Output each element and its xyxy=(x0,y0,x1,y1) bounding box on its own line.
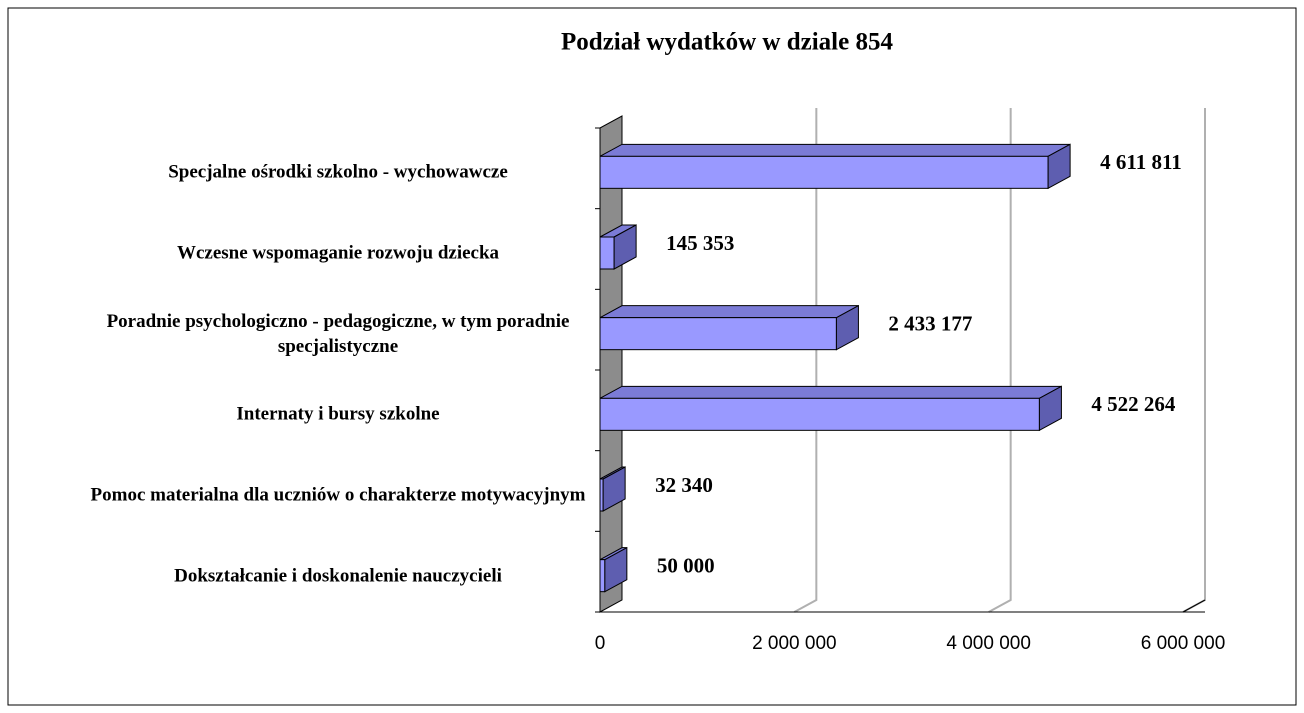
category-label: Internaty i bursy szkolne xyxy=(236,403,440,425)
value-label: 4 522 264 xyxy=(1091,392,1176,416)
side-wall xyxy=(599,115,623,613)
x-tick-label: 6 000 000 xyxy=(1141,633,1226,654)
grid-line xyxy=(793,108,818,613)
value-label: 2 433 177 xyxy=(888,311,972,335)
category-label: Wczesne wspomaganie rozwoju dziecka xyxy=(176,242,500,264)
bar-front xyxy=(599,236,615,270)
bar-top xyxy=(599,305,859,319)
x-tick-label: 4 000 000 xyxy=(946,633,1031,654)
bar-side xyxy=(602,466,626,512)
x-tick-label: 0 xyxy=(595,633,606,654)
x-tick-label: 2 000 000 xyxy=(752,633,837,654)
bar xyxy=(599,385,1062,432)
value-label: 50 000 xyxy=(657,553,715,577)
value-label: 32 340 xyxy=(655,473,713,497)
grid-line xyxy=(988,108,1012,613)
value-label: 4 611 811 xyxy=(1100,150,1182,174)
frame xyxy=(7,7,1297,706)
bar-side xyxy=(1038,385,1062,432)
category-label: Poradnie psychologiczno - pedagogiczne, … xyxy=(106,310,570,357)
chart-title: Podział wydatków w dziale 854 xyxy=(561,29,893,56)
bar-side xyxy=(835,304,859,351)
bar-top xyxy=(599,385,1062,399)
category-label: Specjalne ośrodki szkolno - wychowawcze xyxy=(168,161,508,183)
bar xyxy=(599,546,628,593)
bar xyxy=(599,466,626,512)
bar xyxy=(599,224,637,270)
bar-side xyxy=(613,224,637,270)
bar-front xyxy=(599,155,1049,189)
bar-side xyxy=(1047,143,1071,190)
bar-front xyxy=(599,397,1040,431)
grid-line xyxy=(1182,108,1206,613)
bar-front xyxy=(599,559,606,593)
value-label: 145 353 xyxy=(666,231,734,255)
bar-front xyxy=(599,317,837,351)
category-label: Pomoc materialna dla uczniów o charakter… xyxy=(90,484,586,506)
bar xyxy=(599,143,1071,190)
bar xyxy=(599,304,859,351)
bar-top xyxy=(599,143,1071,157)
bar-side xyxy=(604,546,628,593)
x-axis-back xyxy=(1182,599,1206,613)
category-label: Dokształcanie i doskonalenie nauczycieli xyxy=(174,565,502,587)
